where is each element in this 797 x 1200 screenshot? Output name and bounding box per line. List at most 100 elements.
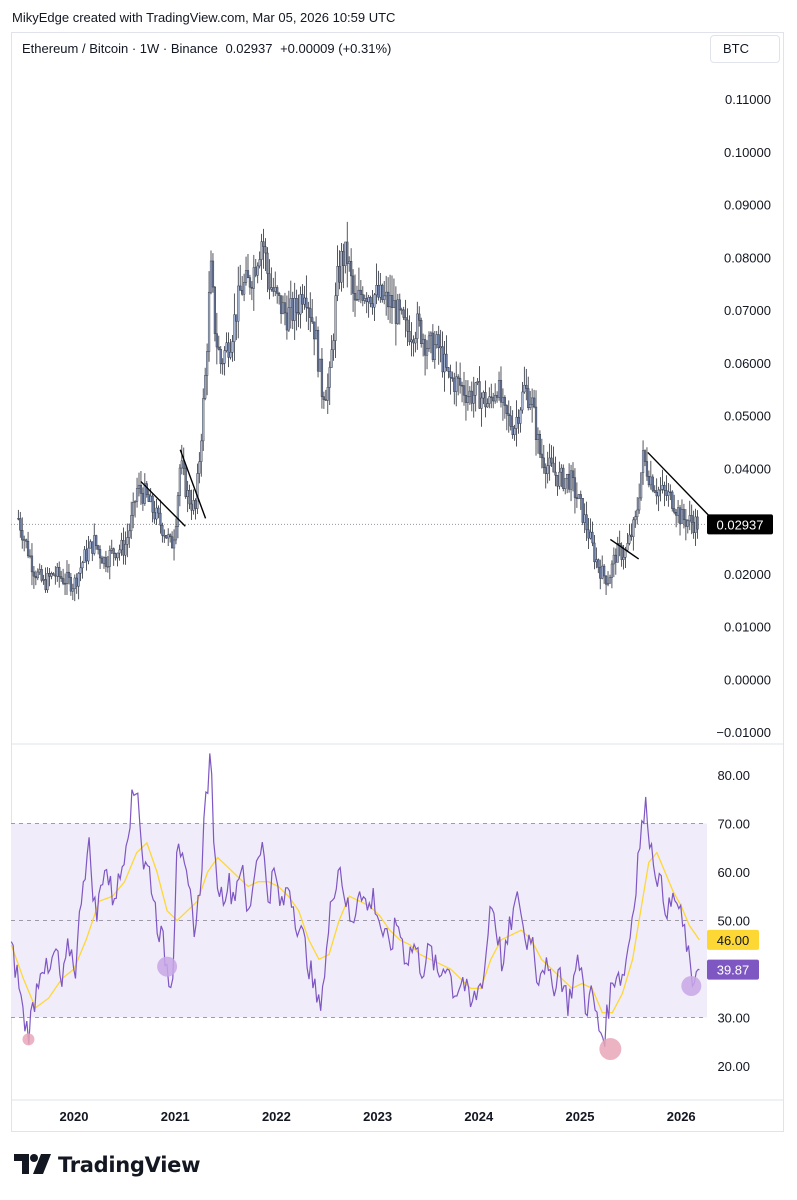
- price-candle: [392, 278, 396, 308]
- candle-body: [361, 294, 364, 301]
- rsi-line: [10, 753, 700, 1048]
- candle-body: [410, 339, 413, 343]
- price-candle: [532, 389, 536, 409]
- price-candle: [332, 333, 335, 361]
- price-candle: [414, 331, 417, 353]
- price-candle: [165, 534, 168, 539]
- price-candle: [95, 534, 98, 550]
- price-candle: [190, 489, 193, 521]
- candle-body: [369, 297, 372, 304]
- price-candle: [36, 568, 39, 581]
- candle-body: [209, 260, 213, 293]
- candle-body: [459, 378, 462, 386]
- price-candle: [108, 545, 111, 580]
- candle-body: [279, 295, 283, 314]
- candle-body: [34, 575, 37, 579]
- candle-body: [180, 460, 183, 469]
- candle-body: [492, 397, 495, 402]
- candle-body: [48, 573, 51, 577]
- candle-body: [192, 500, 195, 511]
- price-candle: [289, 280, 292, 329]
- candle-body: [365, 298, 368, 303]
- price-candle: [215, 312, 218, 365]
- price-candle: [638, 483, 641, 514]
- candle-body: [585, 514, 588, 531]
- candle-body: [603, 565, 606, 577]
- price-candle: [573, 468, 577, 514]
- candle-body: [608, 577, 612, 584]
- price-candle: [256, 262, 259, 284]
- price-candle: [309, 292, 312, 332]
- price-candle: [229, 339, 232, 360]
- price-candle: [266, 247, 269, 293]
- price-candle: [439, 329, 442, 363]
- candle-body: [102, 557, 106, 564]
- price-candle: [443, 341, 446, 392]
- candle-body: [250, 286, 253, 289]
- candle-body: [589, 531, 592, 539]
- candle-body: [569, 470, 573, 490]
- price-candle: [211, 253, 215, 293]
- price-candle: [468, 386, 471, 405]
- price-candle: [145, 481, 148, 498]
- time-axis-tick: 2021: [161, 1109, 190, 1124]
- candle-body: [172, 539, 176, 549]
- price-candle: [451, 371, 454, 382]
- price-candle: [466, 380, 470, 411]
- candle-body: [532, 397, 536, 408]
- price-candle: [383, 280, 386, 305]
- candle-body: [445, 353, 448, 368]
- candle-body: [77, 573, 80, 587]
- price-candle: [673, 494, 676, 515]
- price-candle: [315, 316, 318, 340]
- candle-body: [464, 395, 468, 403]
- price-candle: [455, 361, 458, 407]
- candle-body: [638, 497, 641, 511]
- price-candle: [390, 275, 394, 324]
- price-candle: [217, 335, 220, 351]
- candle-body: [620, 545, 623, 560]
- candle-body: [83, 549, 86, 563]
- price-candle: [381, 283, 384, 303]
- price-candle: [554, 456, 557, 487]
- candle-body: [488, 396, 491, 404]
- price-candle: [305, 275, 308, 322]
- price-candle: [655, 478, 658, 505]
- price-candle: [200, 433, 203, 477]
- candle-body: [359, 289, 362, 295]
- candle-body: [422, 339, 425, 344]
- price-candle: [521, 381, 524, 414]
- price-candle: [447, 366, 450, 379]
- price-candle: [79, 556, 82, 582]
- candle-body: [470, 390, 473, 404]
- candle-body: [332, 340, 335, 350]
- time-axis: 2020 2021 2022 2023 2024 2025 2026: [11, 1099, 784, 1124]
- price-candle: [128, 523, 131, 548]
- currency-button[interactable]: BTC: [710, 35, 780, 63]
- price-candle: [499, 366, 503, 408]
- price-axis-tick: 0.01000: [724, 620, 771, 635]
- price-candle: [459, 362, 462, 394]
- price-candle: [188, 484, 191, 510]
- price-candle: [412, 335, 415, 357]
- candle-body: [423, 339, 427, 356]
- price-candle: [194, 498, 197, 520]
- tradingview-logo[interactable]: TradingView: [14, 1153, 200, 1177]
- price-candle: [213, 285, 217, 342]
- price-candle: [437, 325, 440, 365]
- candle-body: [552, 462, 555, 473]
- candle-body: [388, 295, 392, 308]
- price-candle: [153, 500, 156, 524]
- symbol-legend[interactable]: Ethereum / Bitcoin · 1W · Binance 0.0293…: [22, 41, 395, 56]
- candle-body: [671, 491, 674, 509]
- candle-body: [322, 396, 325, 400]
- price-candle: [394, 286, 397, 346]
- price-axis-tick: −0.01000: [716, 725, 771, 740]
- price-candle: [26, 531, 30, 559]
- price-candle: [225, 332, 228, 353]
- candle-body: [544, 467, 547, 474]
- price-candle: [462, 371, 466, 406]
- candle-body: [336, 266, 339, 296]
- price-candle: [387, 277, 390, 320]
